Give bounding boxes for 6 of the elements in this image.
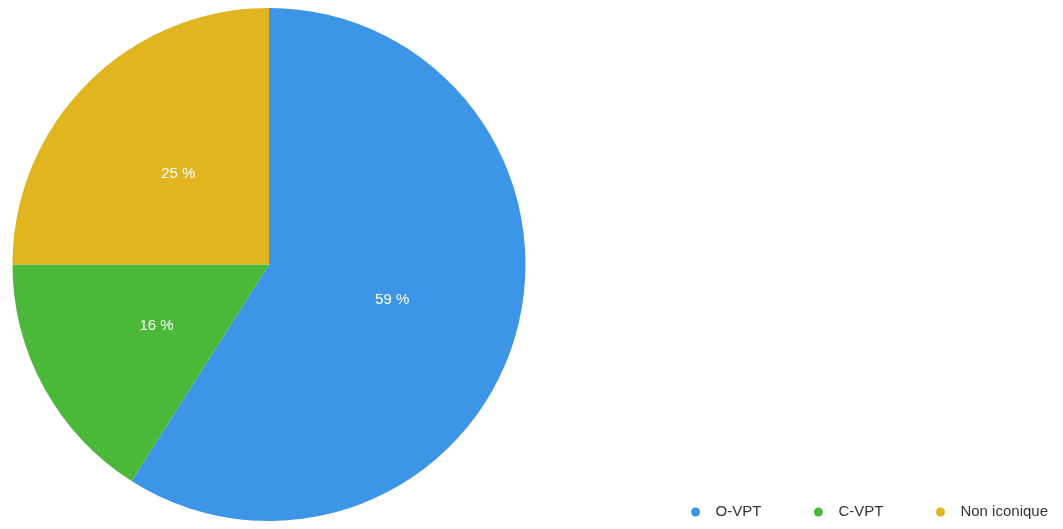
legend-label: O-VPT — [715, 502, 762, 520]
legend-label: C-VPT — [838, 502, 884, 520]
data-label: 59 % — [375, 290, 410, 308]
data-label: 25 % — [161, 163, 196, 181]
legend-label: Non iconique — [960, 502, 1048, 520]
data-label: 16 % — [139, 316, 174, 334]
